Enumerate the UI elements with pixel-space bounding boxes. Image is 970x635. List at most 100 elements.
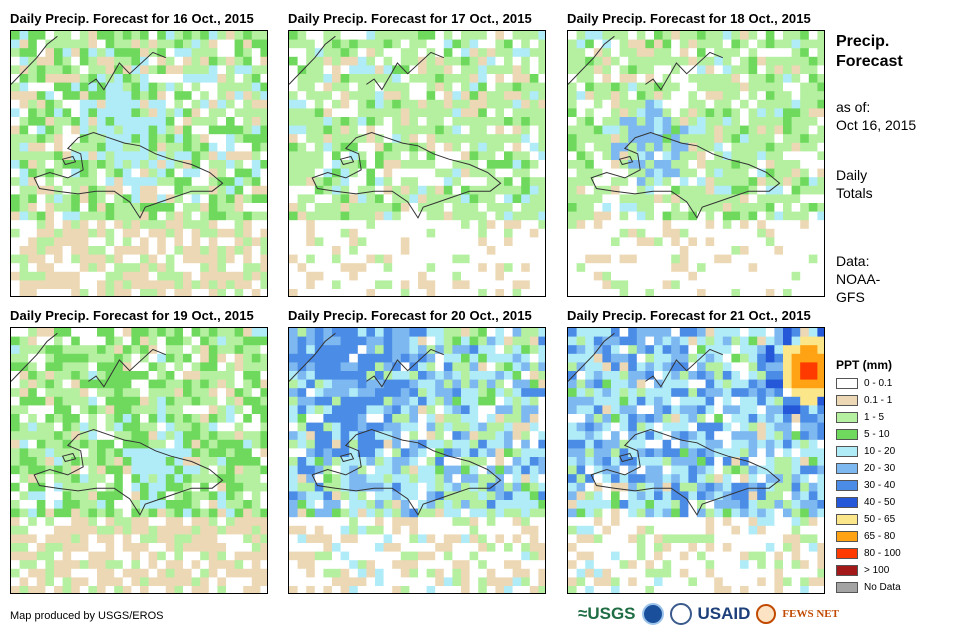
grid-cell: [774, 177, 784, 187]
grid-cell: [200, 82, 210, 92]
grid-cell: [783, 254, 792, 264]
grid-cell: [165, 500, 175, 509]
grid-cell: [383, 474, 393, 484]
grid-cell: [19, 543, 29, 552]
grid-cell: [383, 99, 393, 109]
grid-cell: [323, 491, 333, 501]
grid-cell: [791, 168, 801, 178]
grid-cell: [538, 577, 545, 587]
grid-cell: [28, 177, 38, 187]
grid-cell: [260, 82, 267, 92]
grid-cell: [208, 500, 218, 509]
grid-cell: [148, 353, 158, 363]
grid-cell: [79, 517, 89, 527]
grid-cell: [418, 39, 427, 49]
grid-cell: [297, 91, 307, 101]
grid-cell: [495, 525, 505, 535]
grid-cell: [357, 74, 367, 83]
grid-cell: [486, 125, 496, 135]
grid-cell: [357, 237, 367, 247]
grid-cell: [538, 371, 545, 380]
grid-cell: [611, 48, 620, 58]
grid-cell: [243, 345, 253, 355]
grid-cell: [45, 134, 55, 144]
grid-cell: [19, 448, 29, 458]
grid-cell: [366, 431, 376, 441]
grid-cell: [568, 379, 577, 389]
grid-cell: [260, 508, 267, 518]
grid-cell: [251, 142, 261, 152]
grid-cell: [332, 91, 341, 101]
grid-cell: [148, 134, 158, 144]
grid-cell: [340, 534, 350, 544]
grid-cell: [392, 194, 402, 204]
grid-cell: [504, 39, 513, 49]
grid-cell: [19, 203, 29, 212]
grid-cell: [183, 194, 192, 204]
grid-cell: [289, 362, 298, 372]
grid-cell: [538, 108, 545, 118]
grid-cell: [426, 117, 436, 126]
grid-cell: [486, 280, 496, 290]
grid-cell: [495, 211, 505, 221]
grid-cell: [478, 525, 488, 535]
grid-cell: [576, 246, 586, 255]
grid-cell: [435, 586, 445, 593]
grid-cell: [165, 134, 175, 144]
grid-cell: [392, 142, 402, 152]
grid-cell: [234, 551, 244, 561]
grid-cell: [392, 388, 402, 398]
grid-cell: [654, 396, 663, 406]
grid-cell: [243, 177, 253, 187]
grid-cell: [306, 246, 316, 255]
grid-cell: [243, 422, 253, 432]
grid-cell: [200, 379, 210, 389]
grid-cell: [593, 396, 603, 406]
grid-cell: [62, 220, 72, 230]
grid-cell: [297, 465, 307, 475]
grid-cell: [791, 263, 801, 273]
grid-cell: [140, 431, 149, 441]
grid-cell: [289, 482, 298, 492]
grid-cell: [426, 328, 436, 337]
grid-cell: [529, 551, 539, 561]
grid-cell: [357, 211, 367, 221]
grid-cell: [131, 160, 141, 169]
grid-cell: [54, 345, 63, 355]
grid-cell: [495, 560, 505, 570]
grid-cell: [409, 525, 419, 535]
grid-cell: [800, 151, 810, 161]
grid-cell: [140, 474, 149, 484]
grid-cell: [71, 405, 81, 415]
grid-cell: [62, 99, 72, 109]
grid-cell: [200, 289, 210, 296]
grid-cell: [636, 151, 646, 161]
grid-cell: [443, 125, 453, 135]
grid-cell: [323, 405, 333, 415]
grid-cell: [504, 134, 513, 144]
grid-cell: [504, 448, 513, 458]
grid-cell: [260, 534, 267, 544]
grid-cell: [383, 328, 393, 337]
grid-cell: [452, 328, 462, 337]
grid-cell: [54, 220, 63, 230]
grid-cell: [671, 280, 681, 290]
grid-cell: [191, 160, 201, 169]
grid-cell: [452, 534, 462, 544]
grid-cell: [619, 228, 629, 238]
grid-cell: [226, 474, 235, 484]
grid-cell: [332, 431, 341, 441]
grid-cell: [731, 168, 741, 178]
grid-cell: [217, 194, 227, 204]
grid-cell: [538, 254, 545, 264]
grid-cell: [529, 254, 539, 264]
grid-cell: [521, 168, 531, 178]
grid-cell: [486, 168, 496, 178]
grid-cell: [452, 551, 462, 561]
grid-cell: [314, 328, 324, 337]
grid-cell: [71, 345, 81, 355]
grid-cell: [800, 91, 810, 101]
grid-cell: [688, 345, 698, 355]
grid-cell: [131, 439, 141, 449]
grid-cell: [611, 328, 620, 337]
